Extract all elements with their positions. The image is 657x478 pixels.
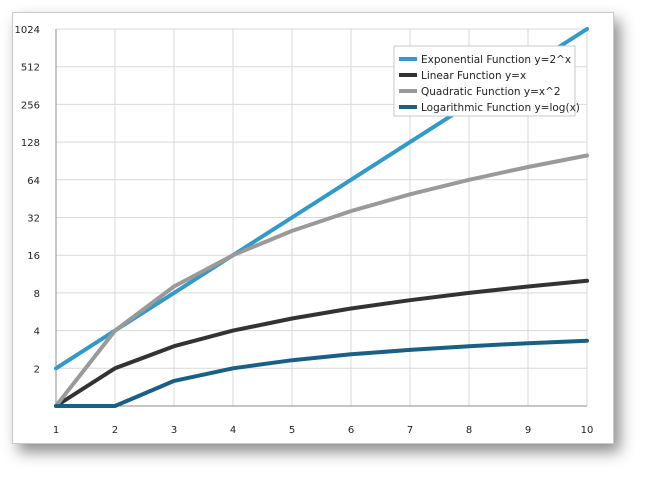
legend-entry-label: Linear Function y=x xyxy=(421,70,526,82)
y-tick-label: 16 xyxy=(27,251,40,262)
series-line-4 xyxy=(54,338,589,408)
legend-entry-label: Quadratic Function y=x^2 xyxy=(421,86,561,98)
y-tick-label: 128 xyxy=(21,138,40,149)
axes xyxy=(55,29,587,407)
x-tick-label: 7 xyxy=(407,425,413,436)
x-tick-label: 1 xyxy=(53,425,59,436)
legend-box xyxy=(393,45,576,117)
x-tick-label: 5 xyxy=(289,425,295,436)
y-tick-label: 8 xyxy=(34,289,40,300)
y-tick-label: 256 xyxy=(21,100,40,111)
y-tick-label: 64 xyxy=(27,176,40,187)
x-tick-label: 3 xyxy=(171,425,177,436)
x-tick-label: 6 xyxy=(348,425,354,436)
x-tick-label: 4 xyxy=(230,425,236,436)
x-tick-label: 2 xyxy=(112,425,118,436)
y-tick-label: 1024 xyxy=(15,25,40,36)
series-line-2 xyxy=(54,278,589,408)
legend: Exponential Function y=2^x Linear Functio… xyxy=(393,45,580,117)
legend-entry-label: Logarithmic Function y=log(x) xyxy=(421,102,580,114)
chart-frame: 1 2 3 4 5 6 7 8 9 10 2 4 8 16 32 64 128 256 512 1024 Expone… xyxy=(12,12,614,444)
series-line-3 xyxy=(54,153,589,408)
x-tick-label: 10 xyxy=(581,425,594,436)
y-tick-label: 4 xyxy=(34,327,40,338)
grid xyxy=(55,28,588,406)
x-tick-label: 9 xyxy=(525,425,531,436)
legend-entry-label: Exponential Function y=2^x xyxy=(421,54,571,66)
x-tick-label: 8 xyxy=(466,425,472,436)
y-tick-label: 32 xyxy=(27,214,40,225)
y-tick-label: 512 xyxy=(21,63,40,74)
y-tick-label: 2 xyxy=(34,364,40,375)
